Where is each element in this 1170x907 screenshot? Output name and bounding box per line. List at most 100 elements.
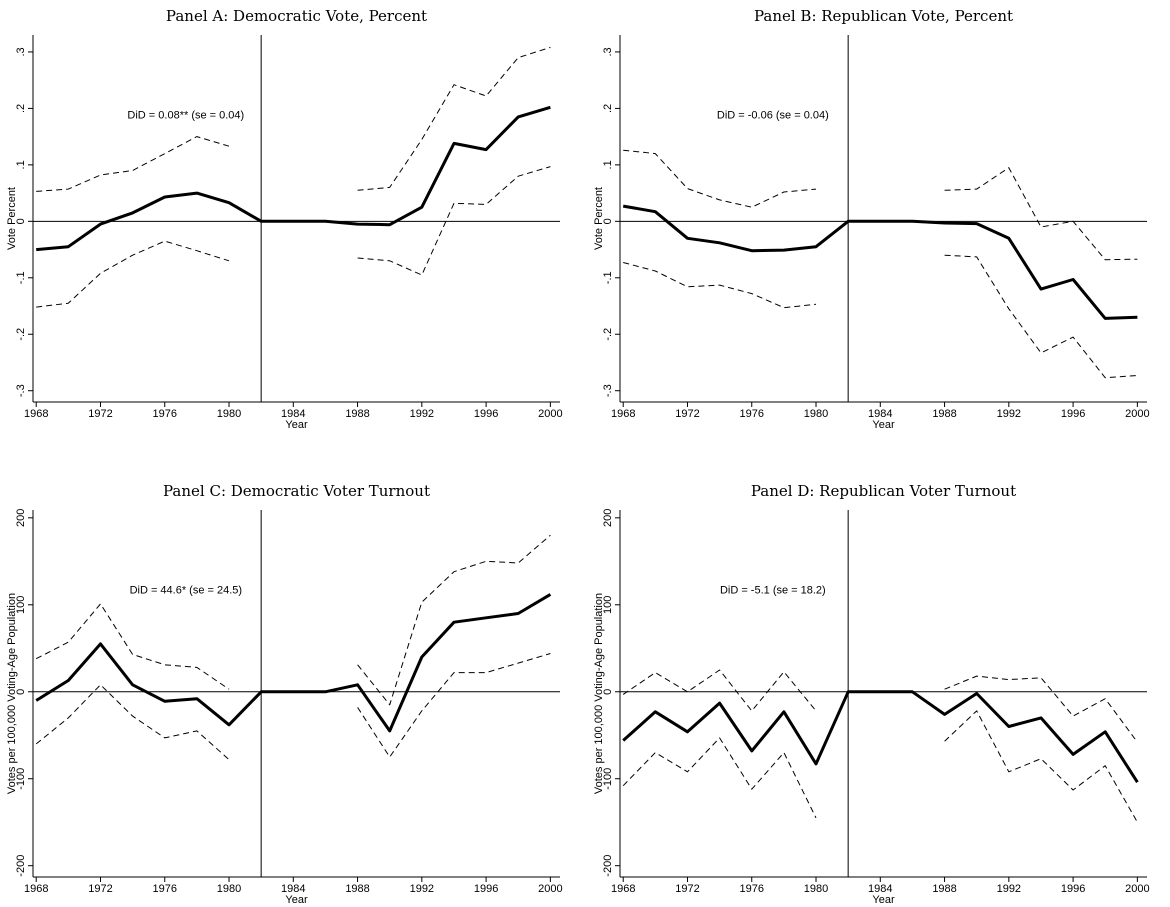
y-tick-label: -.3 (15, 384, 27, 397)
series-line (622, 737, 817, 819)
annotation: DiD = -0.06 (se = 0.04) (717, 110, 829, 122)
annotation: DiD = 0.08** (se = 0.04) (127, 110, 244, 122)
x-tick-label: 1992 (997, 408, 1021, 420)
panel-title: Panel A: Democratic Vote, Percent (166, 7, 427, 25)
y-tick-label: .3 (15, 47, 27, 56)
x-tick-label: 1976 (153, 883, 177, 895)
x-tick-label: 1980 (217, 883, 241, 895)
x-tick-label: 1972 (88, 883, 112, 895)
x-tick-label: 1980 (217, 408, 241, 420)
series-line (622, 669, 817, 712)
y-tick-label: .1 (602, 160, 614, 169)
x-tick-label: 1988 (932, 408, 956, 420)
panel: Panel C: Democratic Voter Turnout -200 -10… (6, 482, 563, 906)
x-tick-label: 1984 (281, 883, 305, 895)
x-tick-label: 1992 (997, 883, 1021, 895)
series-line (36, 240, 230, 308)
y-tick-label: .1 (15, 160, 27, 169)
x-axis-label: Year (285, 894, 308, 906)
series-line (944, 710, 1138, 823)
y-tick-label: 100 (15, 596, 27, 614)
y-axis-label: Vote Percent (6, 187, 18, 250)
y-tick-label: .3 (602, 47, 614, 56)
y-tick-label: 0 (15, 689, 27, 695)
series-line (623, 149, 817, 208)
y-axis-label: Votes per 100,000 Voting-Age Population (6, 593, 18, 794)
series-line (944, 675, 1138, 743)
annotation: DiD = -5.1 (se = 18.2) (720, 585, 826, 597)
x-tick-label: 1984 (868, 883, 892, 895)
y-tick-label: -100 (15, 768, 27, 790)
panel-title: Panel C: Democratic Voter Turnout (163, 482, 430, 500)
y-axis-label: Vote Percent (593, 187, 605, 250)
x-tick-label: 2000 (1125, 408, 1149, 420)
x-tick-label: 1976 (153, 408, 177, 420)
x-tick-label: 1996 (474, 883, 498, 895)
x-tick-label: 1984 (868, 408, 892, 420)
y-tick-label: -.3 (602, 384, 614, 397)
x-tick-label: 1996 (474, 408, 498, 420)
panel: Panel A: Democratic Vote, Percent -.3 -.2 -… (6, 7, 563, 431)
x-tick-label: 1992 (410, 883, 434, 895)
series-line (357, 166, 551, 276)
annotation: DiD = 44.6* (se = 24.5) (130, 585, 243, 597)
x-tick-label: 1972 (675, 408, 699, 420)
x-axis-label: Year (872, 894, 895, 906)
x-tick-label: 1996 (1061, 883, 1085, 895)
y-tick-label: -200 (15, 855, 27, 877)
y-tick-label: 200 (15, 509, 27, 527)
series-line (944, 167, 1138, 261)
x-tick-label: 1972 (88, 408, 112, 420)
panel: Panel B: Republican Vote, Percent -.3 -.2 -… (593, 7, 1150, 431)
x-tick-label: 1976 (740, 883, 764, 895)
x-tick-label: 2000 (538, 883, 562, 895)
x-tick-label: 1980 (804, 883, 828, 895)
x-axis-label: Year (872, 419, 895, 431)
series-line (944, 254, 1138, 379)
x-tick-label: 1988 (932, 883, 956, 895)
x-tick-label: 2000 (538, 408, 562, 420)
y-tick-label: -.1 (602, 271, 614, 284)
y-tick-label: -.2 (602, 328, 614, 341)
x-tick-label: 1992 (410, 408, 434, 420)
x-tick-label: 1972 (675, 883, 699, 895)
x-tick-label: 1968 (611, 408, 635, 420)
x-tick-label: 1968 (611, 883, 635, 895)
y-tick-label: 0 (602, 689, 614, 695)
y-tick-label: .2 (602, 104, 614, 113)
y-tick-label: .2 (15, 104, 27, 113)
x-tick-label: 1968 (24, 408, 48, 420)
x-tick-label: 1980 (804, 408, 828, 420)
y-tick-label: 0 (15, 218, 27, 224)
x-tick-label: 1988 (345, 883, 369, 895)
y-tick-label: -100 (602, 768, 614, 790)
x-axis-label: Year (285, 419, 308, 431)
x-tick-label: 1976 (740, 408, 764, 420)
x-tick-label: 1996 (1061, 408, 1085, 420)
y-tick-label: 200 (602, 509, 614, 527)
series-line (622, 204, 1138, 320)
series-line (35, 603, 230, 690)
panel-title: Panel D: Republican Voter Turnout (751, 482, 1016, 500)
series-line (36, 105, 551, 252)
x-tick-label: 1984 (281, 408, 305, 420)
y-axis-label: Votes per 100,000 Voting-Age Population (593, 593, 605, 794)
x-tick-label: 1988 (345, 408, 369, 420)
y-tick-label: 100 (602, 596, 614, 614)
x-tick-label: 2000 (1125, 883, 1149, 895)
panel-title: Panel B: Republican Vote, Percent (754, 7, 1013, 25)
series-line (35, 684, 230, 760)
series-line (36, 136, 230, 192)
series-line (357, 653, 551, 758)
y-tick-label: -200 (602, 855, 614, 877)
series-line (35, 593, 552, 733)
y-tick-label: -.2 (15, 328, 27, 341)
series-line (623, 262, 817, 309)
y-tick-label: 0 (602, 218, 614, 224)
y-tick-label: -.1 (15, 271, 27, 284)
x-tick-label: 1968 (24, 883, 48, 895)
series-line (622, 690, 1139, 784)
series-line (357, 46, 551, 191)
series-line (357, 534, 551, 706)
